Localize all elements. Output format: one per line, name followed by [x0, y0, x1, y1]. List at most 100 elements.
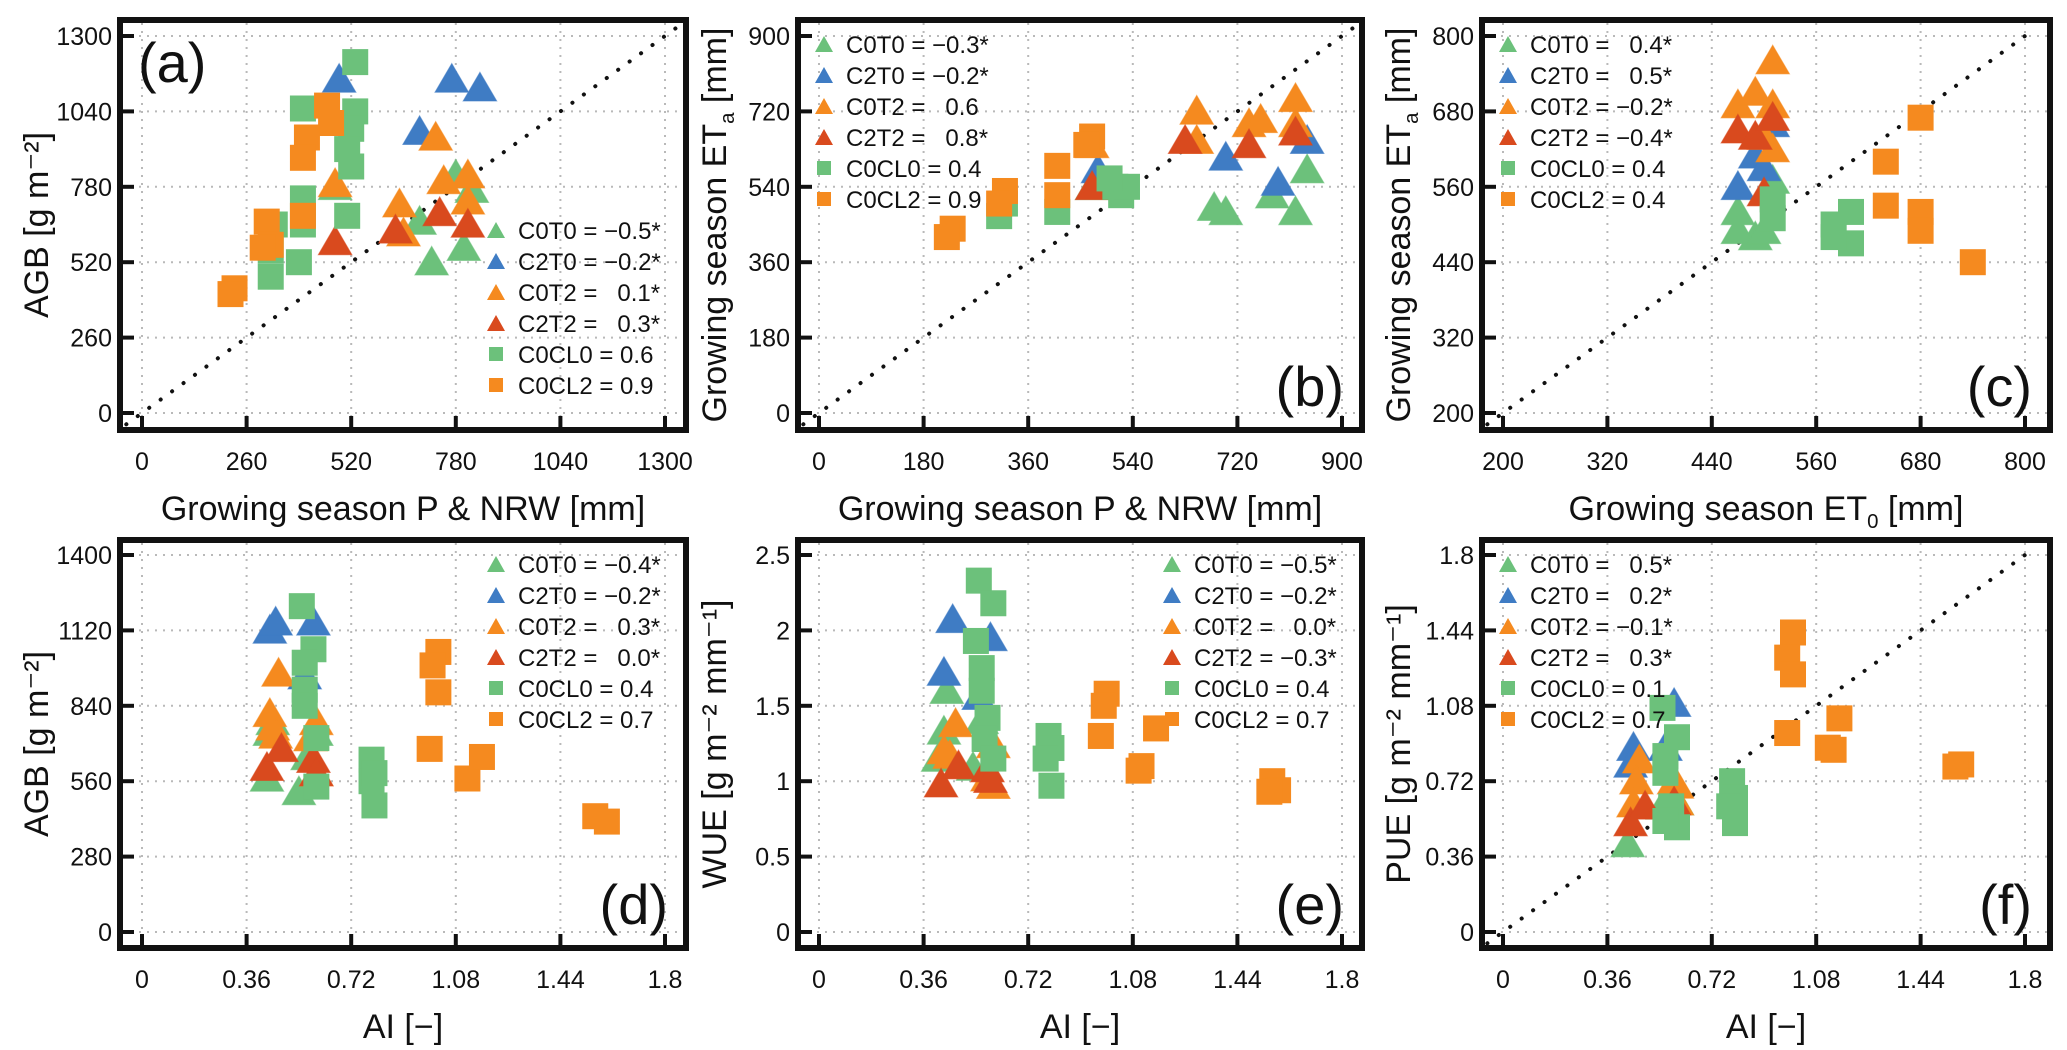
legend-entry-C0T0: C0T0 = 0.4* [1530, 32, 1672, 59]
legend-entry-C2T2: C2T2 = 0.0* [518, 645, 660, 672]
point-C0CL2 [1872, 148, 1899, 175]
panel-tag: (f) [1979, 873, 2032, 936]
y-tick-label: 520 [70, 249, 112, 277]
x-axis-title: Growing season ET0 [mm] [1569, 490, 1964, 533]
point-C0CL2 [289, 144, 316, 171]
series-C0CL0 [1649, 694, 1748, 841]
x-tick-label: 680 [1900, 448, 1942, 476]
legend-entry-C0T0: C0T0 = −0.3* [846, 32, 989, 59]
x-tick-label: 0.72 [327, 966, 376, 994]
y-tick-label: 560 [1432, 174, 1474, 202]
axes-frame [1479, 537, 2053, 951]
y-tick-label: 560 [70, 768, 112, 796]
x-tick-label: 1.08 [1108, 966, 1157, 994]
x-tick-label: 1.8 [1325, 966, 1360, 994]
point-C2T2 [1737, 119, 1773, 150]
x-tick-label: 800 [2004, 448, 2046, 476]
legend-marker-C0CL0 [1165, 681, 1179, 695]
point-C0CL0 [1820, 224, 1847, 251]
point-C0CL0 [285, 249, 312, 276]
legend-entry-C2T2: C2T2 = −0.3* [1194, 645, 1337, 672]
y-tick-label: 0.36 [1425, 844, 1474, 872]
point-C0CL0 [965, 567, 992, 594]
x-tick-label: 520 [330, 448, 372, 476]
x-tick-label: 0.72 [1004, 966, 1053, 994]
point-C0CL0 [980, 590, 1007, 617]
y-tick-label: 680 [1432, 98, 1474, 126]
point-C2T2 [923, 767, 959, 798]
point-C2T2 [1231, 127, 1267, 159]
y-tick-label: 260 [70, 325, 112, 353]
x-tick-label: 0.36 [222, 966, 271, 994]
panel-tag: (a) [138, 31, 206, 94]
point-C0CL2 [1907, 104, 1934, 131]
y-tick-label: 440 [1432, 249, 1474, 277]
y-tick-label: 0 [98, 919, 112, 947]
legend-entry-C0CL0: C0CL0 = 0.4 [1194, 676, 1329, 703]
x-tick-label: 320 [1587, 448, 1629, 476]
legend-entry-C0CL0: C0CL0 = 0.6 [518, 342, 653, 369]
panel-c: 200 320 440 560 680 800 200 320 440 560 680 800 C0T0… [1380, 17, 2053, 533]
legend-entry-C2T0: C2T0 = −0.2* [846, 63, 989, 90]
y-tick-label: 0 [776, 919, 790, 947]
x-tick-label: 0 [1496, 966, 1510, 994]
point-C2T2 [450, 207, 486, 238]
point-C0CL0 [968, 677, 995, 704]
x-tick-label: 0.36 [1583, 966, 1632, 994]
y-tick-label: 1 [776, 768, 790, 796]
y-tick-label: 200 [1432, 400, 1474, 428]
legend-entry-C0T2: C0T2 = −0.1* [1530, 614, 1673, 641]
legend-marker-C0CL2 [489, 378, 503, 392]
point-C2T2 [1755, 100, 1791, 131]
panel-e: 0 0.36 0.72 1.08 1.44 1.8 0 0.5 1 1.5 2 2.5 C0T0 = −… [696, 537, 1365, 1046]
x-tick-label: 1.44 [1896, 966, 1945, 994]
panel-d: 0 0.36 0.72 1.08 1.44 1.8 0 280 560 840 1120 1400 C0… [18, 537, 689, 1046]
y-tick-label: 780 [70, 174, 112, 202]
point-C0T2 [1179, 94, 1215, 125]
x-tick-label: 1.44 [536, 966, 585, 994]
legend-marker-C0CL0 [817, 161, 831, 175]
x-tick-label: 360 [1007, 448, 1049, 476]
point-C2T2 [422, 195, 458, 227]
legend-entry-C0T0: C0T0 = 0.5* [1530, 552, 1672, 579]
legend-marker-C2T2 [815, 129, 833, 145]
point-C0T2 [1755, 44, 1791, 75]
y-axis-title: AGB [g m⁻²] [18, 132, 56, 318]
point-C0CL2 [1820, 736, 1847, 763]
legend-marker-C2T0 [815, 67, 833, 83]
point-C0T2 [418, 120, 454, 151]
y-tick-label: 180 [748, 325, 790, 353]
series-C2T2 [317, 195, 486, 256]
point-C0CL2 [416, 735, 443, 762]
point-C0CL2 [217, 281, 244, 308]
series-C2T2 [1720, 100, 1791, 207]
axes-frame [795, 537, 1365, 951]
legend: C0T0 = 0.4* C2T0 = 0.5* C0T2 = −0.2* C2T2 =… [1499, 32, 1673, 214]
point-C0CL0 [962, 627, 989, 654]
legend-marker-C2T0 [1499, 67, 1517, 83]
legend-marker-C0CL2 [817, 192, 831, 206]
point-C0CL0 [1722, 810, 1748, 837]
legend-marker-C0T0 [487, 556, 505, 572]
legend-marker-C0T0 [815, 36, 833, 52]
legend: C0T0 = −0.5* C2T0 = −0.2* C0T2 = 0.0* C2T2 … [1163, 552, 1337, 734]
one-to-one-line [801, 26, 1355, 427]
y-tick-label: 0 [776, 400, 790, 428]
series-C0T2 [317, 120, 486, 247]
y-tick-label: 2 [776, 617, 790, 645]
legend-marker-C0CL0 [489, 347, 503, 361]
x-tick-label: 1.8 [2008, 966, 2043, 994]
legend-marker-C0T2 [487, 284, 505, 300]
point-C0CL0 [980, 745, 1007, 772]
legend-entry-C0T0: C0T0 = −0.4* [518, 552, 661, 579]
point-C2T0 [462, 71, 498, 102]
point-C0T0 [413, 245, 450, 276]
y-tick-label: 1.08 [1425, 693, 1474, 721]
legend-entry-C0CL2: C0CL2 = 0.9 [846, 187, 981, 214]
point-C0CL2 [1780, 661, 1806, 688]
panel-tag: (b) [1276, 355, 1344, 418]
y-tick-label: 1120 [58, 617, 112, 645]
series-C0CL0 [1759, 186, 1864, 257]
series-C2T2 [1074, 115, 1314, 201]
axes-frame [117, 537, 689, 951]
